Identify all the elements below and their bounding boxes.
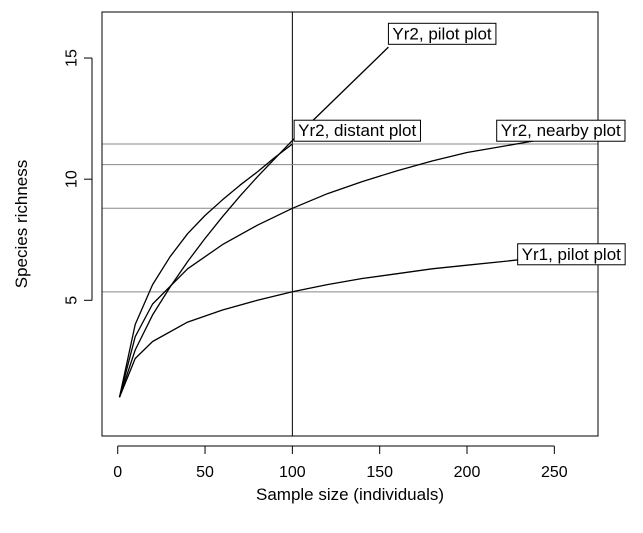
series-line xyxy=(118,254,564,398)
series-line xyxy=(118,136,564,398)
x-tick-label: 250 xyxy=(541,464,568,481)
reference-lines xyxy=(102,12,598,436)
y-axis: 5 10 15 xyxy=(64,49,93,305)
curve-label: Yr2, distant plot xyxy=(298,121,416,140)
y-tick-label: 10 xyxy=(64,170,81,188)
series-line xyxy=(118,143,293,398)
curve-label-box xyxy=(387,22,497,45)
y-tick-label: 15 xyxy=(64,49,81,67)
curve-label: Yr1, pilot plot xyxy=(522,245,621,264)
x-tick-label: 0 xyxy=(113,464,122,481)
x-axis-title: Sample size (individuals) xyxy=(256,485,444,504)
y-axis-title: Species richness xyxy=(12,160,31,289)
x-tick-label: 50 xyxy=(196,464,214,481)
y-tick-label: 5 xyxy=(64,296,81,305)
curve-label-box xyxy=(293,119,422,142)
curve-labels: Yr2, pilot plot Yr2, distant plot Yr2, nea… xyxy=(293,22,626,266)
curve-label-box xyxy=(517,243,626,266)
series-line xyxy=(118,46,389,398)
x-tick-label: 150 xyxy=(366,464,393,481)
curve-label: Yr2, pilot plot xyxy=(392,24,491,43)
curve-label-box xyxy=(496,119,626,142)
x-tick-label: 200 xyxy=(454,464,481,481)
rarefaction-curves xyxy=(118,46,564,398)
plot-frame xyxy=(101,11,599,437)
x-axis: 0 50 100 150 200 250 xyxy=(113,445,568,481)
curve-label: Yr2, nearby plot xyxy=(501,121,621,140)
x-tick-label: 100 xyxy=(279,464,306,481)
